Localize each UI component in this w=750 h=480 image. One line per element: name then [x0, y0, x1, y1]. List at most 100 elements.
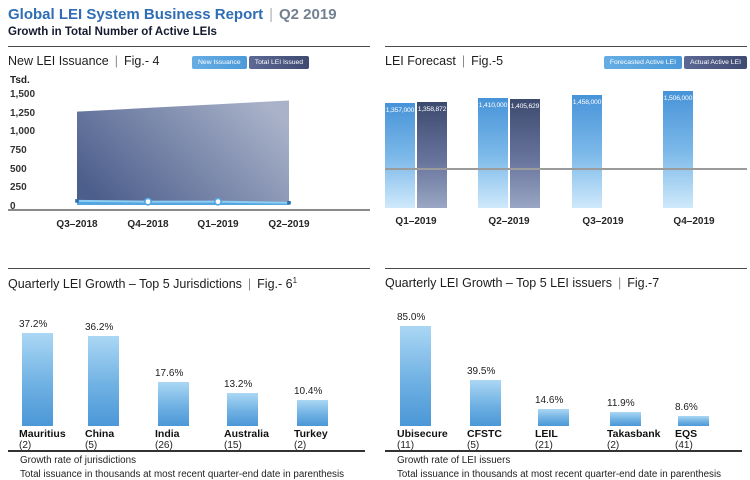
bar-percent-label: 36.2% — [85, 321, 114, 333]
category-count: (2) — [19, 440, 32, 451]
category-count: (5) — [85, 440, 98, 451]
growth-bar — [22, 333, 53, 426]
data-point-marker — [214, 197, 223, 206]
x-axis-line — [385, 168, 747, 170]
footnote-divider — [385, 450, 742, 452]
y-axis-tick: 750 — [10, 145, 27, 156]
category-name: Australia — [224, 428, 269, 440]
growth-bar — [470, 379, 501, 426]
growth-bar — [227, 393, 258, 426]
forecast-bar: 1,506,000 — [663, 91, 693, 208]
category-name: China — [85, 428, 115, 440]
title-separator: | — [269, 6, 273, 23]
actual-bar: 1,358,872 — [417, 102, 447, 208]
legend-item-total-lei-issued: Total LEI Issued — [248, 56, 310, 69]
forecast-bar: 1,458,000 — [572, 94, 602, 208]
growth-bar — [158, 382, 189, 426]
data-point-marker — [287, 200, 291, 205]
bar-percent-label: 8.6% — [675, 401, 698, 413]
growth-bar — [297, 400, 328, 426]
footnote-line: Growth rate of jurisdictions — [20, 455, 136, 466]
growth-bar — [610, 412, 641, 426]
category-name: EQS — [675, 428, 698, 440]
bar-percent-label: 39.5% — [467, 365, 496, 377]
figure-label: Fig.- 4 — [124, 54, 160, 68]
panel-title: New LEI Issuance | Fig.- 4 — [8, 54, 159, 68]
bar-value-label: 1,458,000 — [572, 98, 602, 106]
bar-percent-label: 37.2% — [19, 319, 48, 330]
total-lei-issued-area — [77, 100, 289, 205]
x-axis-label: Q3–2019 — [582, 216, 624, 227]
category-name: LEIL — [535, 428, 558, 440]
category-count: (21) — [535, 440, 553, 451]
x-axis-label: Q4–2018 — [127, 219, 169, 230]
panel-lei-forecast: LEI Forecast | Fig.-5 Forecasted Active LE… — [385, 46, 747, 268]
growth-chart-area: 37.2% 36.2% 17.6% 13.2% 10.4% — [8, 309, 370, 426]
category-count: (2) — [607, 440, 620, 451]
legend-item-forecasted-active-lei: Forecasted Active LEI — [603, 56, 682, 69]
x-axis-label: Q2–2019 — [488, 216, 530, 227]
x-axis-label: Q2–2019 — [268, 219, 310, 230]
figure-footnote-marker: 1 — [292, 276, 298, 285]
report-header: Global LEI System Business Report | Q2 201… — [8, 6, 337, 38]
panel-title: Quarterly LEI Growth – Top 5 Jurisdictio… — [8, 276, 297, 291]
legend: New Issuance Total LEI Issued — [190, 56, 310, 74]
legend: Forecasted Active LEI Actual Active LEI — [602, 56, 747, 74]
growth-bar — [678, 415, 709, 426]
panel-new-lei-issuance: New LEI Issuance | Fig.- 4 New Issuance Tot… — [8, 46, 370, 268]
x-axis-label: Q1–2019 — [395, 216, 437, 227]
panel-title: LEI Forecast | Fig.-5 — [385, 54, 503, 68]
bar-percent-label: 13.2% — [224, 379, 253, 390]
report-title: Global LEI System Business Report — [8, 6, 264, 23]
forecast-chart-area: 1,357,000 1,358,872 Q1–2019 1,410,000 1,405,… — [385, 87, 747, 227]
category-count: (26) — [155, 440, 173, 451]
data-point-marker — [75, 199, 79, 203]
category-name: Ubisecure — [397, 428, 448, 440]
y-axis-tick: 250 — [10, 182, 27, 194]
data-point-marker — [144, 197, 153, 206]
y-axis-tick: 500 — [10, 163, 27, 175]
issuance-area-svg — [8, 100, 370, 211]
y-axis-tick: 1,250 — [10, 107, 36, 119]
report-subtitle: Growth in Total Number of Active LEIs — [8, 26, 217, 38]
category-count: (41) — [675, 440, 693, 451]
panel-title-text: New LEI Issuance — [8, 54, 109, 68]
panel-top5-lei-issuers: Quarterly LEI Growth – Top 5 LEI issuers… — [385, 268, 747, 480]
growth-bar — [400, 326, 431, 426]
panel-title-text: Quarterly LEI Growth – Top 5 LEI issuers — [385, 276, 612, 290]
new-issuance-line — [76, 199, 290, 204]
x-axis-label: Q4–2019 — [673, 216, 715, 227]
bar-value-label: 1,405,629 — [510, 102, 540, 110]
figure-label: Fig.-5 — [471, 54, 504, 68]
footnote-divider — [8, 450, 365, 452]
bar-percent-label: 11.9% — [607, 398, 635, 409]
category-count: (11) — [397, 440, 415, 451]
category-count: (5) — [467, 440, 480, 451]
category-name: Takasbank — [607, 428, 661, 440]
panel-title: Quarterly LEI Growth – Top 5 LEI issuers… — [385, 276, 659, 290]
y-axis-unit: Tsd. — [10, 75, 30, 86]
footnote-line: Total issuance in thousands at most rece… — [397, 469, 722, 480]
panel-title-text: LEI Forecast — [385, 54, 456, 68]
actual-bar: 1,405,629 — [510, 98, 540, 208]
growth-bar — [88, 335, 119, 426]
y-axis-tick: 0 — [10, 201, 16, 212]
bar-percent-label: 14.6% — [535, 394, 564, 406]
category-name: Mauritius — [19, 428, 66, 440]
title-pipe: | — [461, 54, 466, 68]
legend-item-new-issuance: New Issuance — [192, 56, 247, 69]
figure-label: Fig.- 6 — [257, 277, 293, 292]
growth-chart-area: 85.0% 39.5% 14.6% 11.9% 8.6% — [385, 309, 747, 426]
category-count: (15) — [224, 440, 242, 451]
category-name: Turkey — [294, 428, 328, 440]
y-axis-tick: 1,500 — [10, 89, 36, 100]
footnote-line: Total issuance in thousands at most rece… — [20, 469, 345, 480]
bar-value-label: 1,410,000 — [478, 102, 508, 110]
bar-value-label: 1,357,000 — [385, 106, 415, 114]
bar-percent-label: 85.0% — [397, 312, 426, 323]
issuance-chart-area: 1,500 1,250 1,000 750 500 250 0 Tsd. Q3–2018 Q4–2… — [8, 75, 370, 243]
page-title: Global LEI System Business Report | Q2 201… — [8, 6, 337, 23]
title-pipe: | — [114, 54, 118, 68]
forecast-bar: 1,410,000 — [478, 98, 508, 208]
category-name: India — [155, 428, 180, 440]
